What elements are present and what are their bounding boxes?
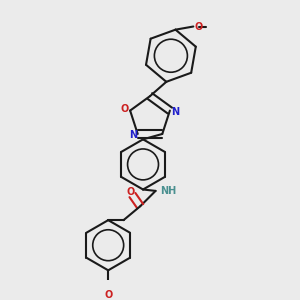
Text: N: N bbox=[171, 107, 179, 117]
Text: NH: NH bbox=[160, 186, 177, 196]
Text: O: O bbox=[195, 22, 203, 32]
Text: O: O bbox=[126, 187, 134, 197]
Text: O: O bbox=[104, 290, 112, 300]
Text: N: N bbox=[130, 130, 138, 140]
Text: O: O bbox=[121, 104, 129, 114]
